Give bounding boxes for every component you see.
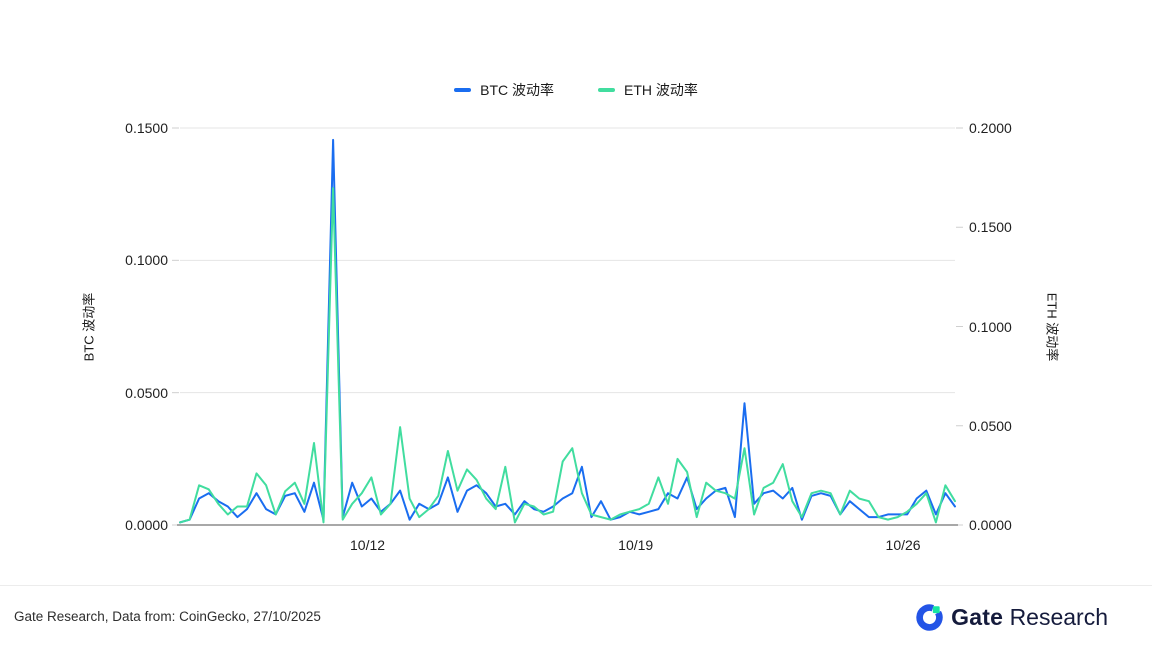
x-axis-tick-label: 10/26 (885, 537, 921, 553)
left-axis-title: BTC 波动率 (81, 292, 97, 362)
right-axis-tick-label: 0.0500 (969, 417, 1012, 434)
logo-text-research: Research (1009, 603, 1108, 630)
left-axis-tick-label: 0.0500 (125, 384, 168, 401)
left-axis-tick-label: 0.1500 (125, 120, 168, 136)
legend-item-eth[interactable]: ETH 波动率 (598, 80, 698, 100)
gate-research-logo: Gate Research (916, 601, 1108, 633)
legend-item-btc[interactable]: BTC 波动率 (454, 80, 554, 100)
left-axis-tick-label: 0.1000 (125, 252, 168, 269)
right-axis-tick-label: 0.1000 (969, 318, 1012, 335)
chart-legend: BTC 波动率 ETH 波动率 (0, 80, 1152, 100)
btc-legend-label: BTC 波动率 (480, 82, 554, 98)
footer-source-text: Gate Research, Data from: CoinGecko, 27/… (14, 609, 321, 624)
x-axis-tick-label: 10/12 (350, 537, 386, 553)
btc-legend-swatch (454, 88, 472, 92)
eth-volatility-line (179, 187, 956, 524)
logo-text-gate: Gate (951, 603, 1004, 630)
eth-legend-swatch (598, 88, 615, 92)
right-axis-tick-label: 0.1500 (969, 219, 1012, 236)
right-axis-title: ETH 波动率 (1044, 292, 1060, 362)
gate-logo-icon (916, 603, 943, 631)
right-axis-tick-label: 0.0000 (969, 517, 1012, 533)
x-axis-tick-label: 10/19 (618, 537, 654, 553)
footer-divider (0, 585, 1152, 586)
btc-volatility-line (179, 138, 956, 524)
right-axis-tick-label: 0.2000 (969, 120, 1012, 136)
eth-legend-label: ETH 波动率 (624, 82, 698, 98)
left-axis-tick-label: 0.0000 (125, 517, 168, 533)
